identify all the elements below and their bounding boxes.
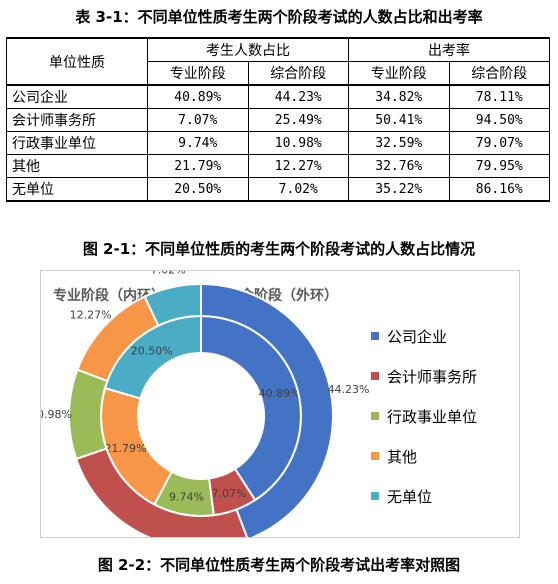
- row-rate-comprehensive: 79.07%: [448, 131, 550, 155]
- figure1-caption: 图 2-1：不同单位性质的考生两个阶段考试的人数占比情况: [82, 240, 476, 258]
- row-rate-comprehensive: 94.50%: [448, 108, 550, 132]
- row-rate-professional: 32.59%: [348, 131, 450, 155]
- outer-slice-4: [143, 282, 202, 327]
- legend-label: 其他: [387, 447, 418, 466]
- row-share-comprehensive: 25.49%: [247, 108, 349, 132]
- legend-item: 行政事业单位: [371, 396, 477, 436]
- legend-swatch: [371, 332, 379, 340]
- row-share-professional: 21.79%: [147, 154, 249, 178]
- legend-item: 其他: [371, 436, 477, 476]
- inner-data-label-4: 20.50%: [131, 344, 173, 357]
- table-row: 行政事业单位 9.74% 10.98% 32.59% 79.07%: [6, 131, 550, 155]
- outer-data-label-0: 44.23%: [328, 383, 370, 396]
- legend-swatch: [371, 412, 379, 420]
- row-rate-comprehensive: 86.16%: [448, 177, 550, 202]
- table-row: 其他 21.79% 12.27% 32.76% 79.95%: [6, 154, 550, 178]
- row-rate-professional: 35.22%: [348, 177, 450, 202]
- header-unit: 单位性质: [6, 37, 148, 86]
- figure2-caption: 图 2-2：不同单位性质考生两个阶段考试出考率对照图: [97, 556, 461, 574]
- legend-swatch: [371, 492, 379, 500]
- header-rate: 出考率: [348, 37, 550, 62]
- row-share-professional: 20.50%: [147, 177, 249, 202]
- row-rate-professional: 34.82%: [348, 84, 450, 109]
- subheader-share-comprehensive: 综合阶段: [247, 61, 349, 86]
- donut-svg: 40.89%7.07%9.74%21.79%20.50%44.23%25.49%…: [41, 271, 370, 537]
- outer-data-label-4: 7.02%: [151, 271, 186, 277]
- data-table: 单位性质 考生人数占比 出考率 专业阶段 综合阶段 专业阶段 综合阶段 公司企业…: [6, 37, 550, 202]
- inner-data-label-0: 40.89%: [259, 387, 301, 400]
- legend-item: 无单位: [371, 476, 477, 516]
- row-share-comprehensive: 12.27%: [247, 154, 349, 178]
- row-rate-professional: 32.76%: [348, 154, 450, 178]
- row-share-professional: 40.89%: [147, 84, 249, 109]
- row-share-professional: 9.74%: [147, 131, 249, 155]
- table-row: 公司企业 40.89% 44.23% 34.82% 78.11%: [6, 84, 550, 109]
- legend-item: 会计师事务所: [371, 356, 477, 396]
- row-unit: 会计师事务所: [6, 108, 148, 132]
- legend-label: 公司企业: [387, 327, 448, 346]
- table-row: 无单位 20.50% 7.02% 35.22% 86.16%: [6, 177, 550, 202]
- legend-label: 行政事业单位: [387, 407, 478, 426]
- legend-swatch: [371, 452, 379, 460]
- row-share-comprehensive: 10.98%: [247, 131, 349, 155]
- row-rate-professional: 50.41%: [348, 108, 450, 132]
- row-share-comprehensive: 44.23%: [247, 84, 349, 109]
- inner-data-label-1: 7.07%: [212, 487, 247, 500]
- row-rate-comprehensive: 78.11%: [448, 84, 550, 109]
- outer-data-label-3: 12.27%: [70, 308, 112, 321]
- inner-data-label-3: 21.79%: [105, 442, 147, 455]
- header-share: 考生人数占比: [147, 37, 349, 62]
- legend-item: 公司企业: [371, 316, 477, 356]
- outer-slice-0: [200, 282, 334, 537]
- outer-slice-2: [68, 368, 109, 461]
- row-share-comprehensive: 7.02%: [247, 177, 349, 202]
- subheader-rate-professional: 专业阶段: [348, 61, 450, 86]
- row-rate-comprehensive: 79.95%: [448, 154, 550, 178]
- donut-chart: 专业阶段（内环） 综合阶段（外环） 40.89% 7.07% 9.74% 21.79%…: [40, 270, 520, 538]
- legend-label: 会计师事务所: [387, 367, 478, 386]
- inner-data-label-2: 9.74%: [169, 491, 204, 504]
- legend-swatch: [371, 372, 379, 380]
- row-share-professional: 7.07%: [147, 108, 249, 132]
- subheader-share-professional: 专业阶段: [147, 61, 249, 86]
- row-unit: 无单位: [6, 177, 148, 202]
- chart-legend: 公司企业会计师事务所 行政事业单位 其他无单位: [371, 316, 477, 516]
- table-row: 会计师事务所 7.07% 25.49% 50.41% 94.50%: [6, 108, 550, 132]
- row-unit: 公司企业: [6, 84, 148, 109]
- subheader-rate-comprehensive: 综合阶段: [448, 61, 550, 86]
- table-caption: 表 3-1：不同单位性质考生两个阶段考试的人数占比和出考率: [75, 8, 483, 26]
- outer-data-label-2: 10.98%: [41, 408, 72, 421]
- row-unit: 其他: [6, 154, 148, 178]
- row-unit: 行政事业单位: [6, 131, 148, 155]
- legend-label: 无单位: [387, 487, 433, 506]
